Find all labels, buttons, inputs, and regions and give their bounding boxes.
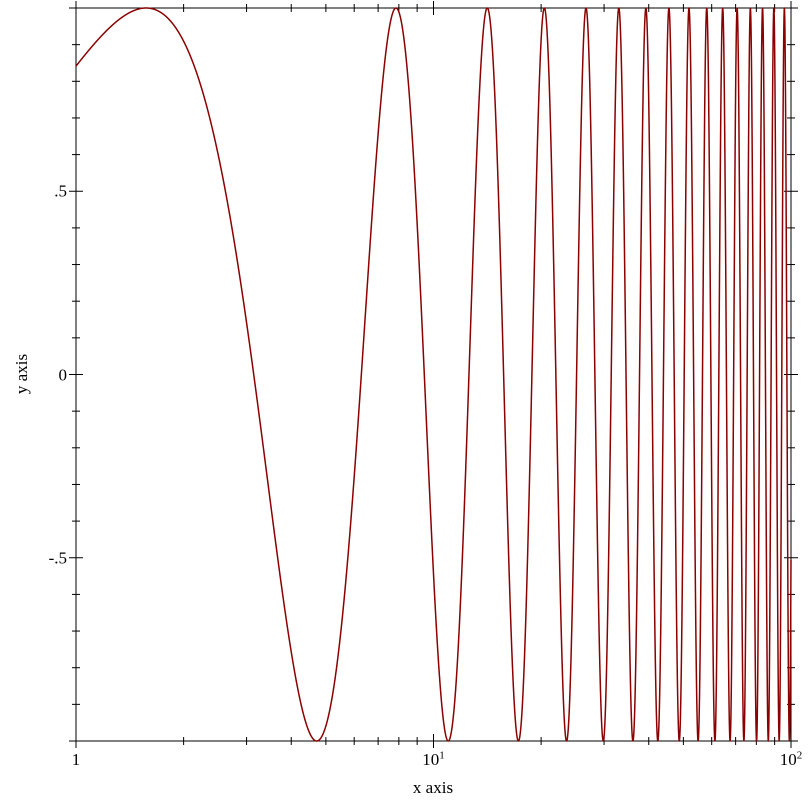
y-tick-label: -.5 bbox=[48, 548, 67, 568]
y-axis-title: y axis bbox=[12, 353, 31, 395]
x-axis-title: x axis bbox=[412, 778, 454, 797]
x-tick-label: 102 bbox=[779, 749, 803, 769]
y-tick-label: .5 bbox=[54, 181, 67, 201]
y-tick-label: 0 bbox=[58, 365, 68, 384]
x-tick-label: 101 bbox=[422, 749, 445, 769]
x-tick-label: 1 bbox=[71, 750, 81, 769]
sine-curve bbox=[75, 7, 792, 742]
